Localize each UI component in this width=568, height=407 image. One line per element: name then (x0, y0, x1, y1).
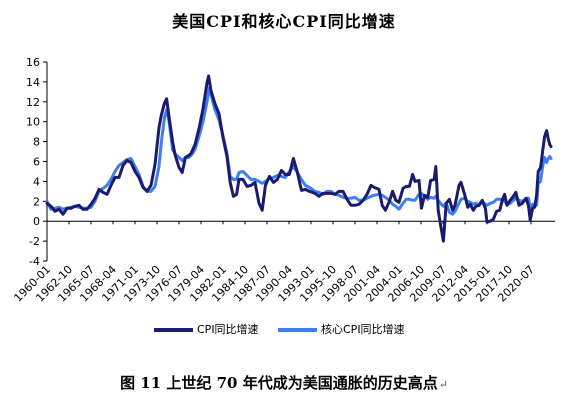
y-tick-label: 16 (26, 56, 40, 69)
y-tick-label: 12 (26, 96, 40, 109)
x-axis: 1960-011962-101965-071968-041971-011973-… (11, 220, 555, 305)
y-tick-label: -4 (29, 255, 40, 268)
y-tick-label: 8 (33, 136, 40, 149)
y-axis: -4 -2 0 2 4 6 8 10 12 14 16 (26, 56, 48, 268)
return-mark-icon: ↵ (438, 378, 448, 391)
y-tick-label: 2 (33, 195, 40, 208)
series-line-core-cpi (45, 86, 553, 216)
legend-swatch-core-cpi (278, 328, 317, 332)
y-tick-label: 0 (33, 215, 40, 228)
y-tick-label: 6 (33, 156, 40, 169)
legend-label-cpi: CPI同比增速 (197, 323, 259, 336)
series-line-cpi (45, 74, 553, 243)
y-tick-label: 10 (26, 116, 40, 129)
figure-caption-text: 图 11 上世纪 70 年代成为美国通胀的历史高点 (120, 374, 438, 392)
legend-label-core-cpi: 核心CPI同比增速 (321, 323, 405, 336)
chart-title: 美国CPI和核心CPI同比增速 (172, 12, 396, 31)
legend-swatch-cpi (154, 328, 193, 332)
y-tick-label: 14 (26, 76, 40, 89)
y-tick-label: -2 (29, 235, 40, 248)
series-layer (45, 74, 553, 243)
y-tick-label: 4 (33, 175, 40, 188)
figure-caption: 图 11 上世纪 70 年代成为美国通胀的历史高点↵ (0, 372, 568, 393)
